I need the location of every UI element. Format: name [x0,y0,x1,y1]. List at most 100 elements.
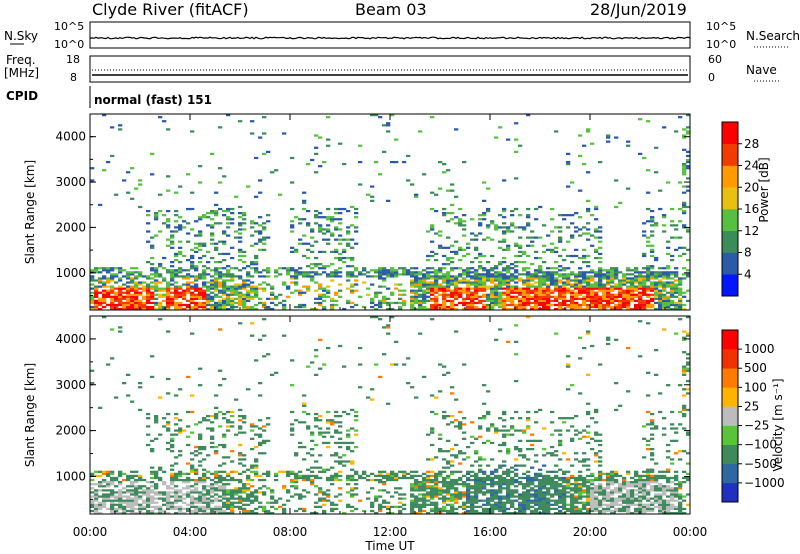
velocity-cell [214,511,219,515]
velocity-cell [130,499,135,502]
velocity-cell [382,476,387,480]
power-cell [454,285,459,288]
velocity-cell [358,386,363,389]
velocity-cell [386,476,391,480]
power-cell [634,275,639,278]
power-colorbar-segment [722,143,738,166]
velocity-cell [446,450,451,453]
velocity-cell [442,470,447,473]
velocity-cell [526,489,531,492]
velocity-cell [350,474,355,478]
power-cell [434,193,439,196]
velocity-cell [178,450,183,453]
power-cell [186,305,191,309]
velocity-cell [138,408,143,412]
power-cell [590,277,595,280]
power-cell [478,289,483,292]
power-cell [190,207,195,211]
power-cell [518,236,523,239]
power-cell [682,277,687,280]
power-cell [526,271,531,274]
power-cell [526,216,531,219]
cpid-value: normal (fast) 151 [94,93,212,107]
velocity-cell [134,493,139,496]
velocity-cell [242,431,247,434]
velocity-cell [510,489,515,492]
power-cell [250,261,255,264]
power-cell [506,283,511,286]
velocity-cell [254,472,259,476]
power-cell [218,291,223,294]
velocity-cell [382,326,387,329]
power-cell [558,305,563,309]
velocity-cell [98,505,103,509]
velocity-cell [126,499,131,502]
power-cell [594,295,599,298]
power-cell [354,226,359,229]
power-cell [434,258,439,262]
power-cell [658,293,663,296]
power-cell [438,287,443,290]
power-cell [114,275,119,278]
power-cell [486,187,491,190]
power-cell [258,271,263,274]
power-cell [654,224,659,227]
velocity-cell [510,417,515,420]
power-cell [510,222,515,225]
power-cell [610,269,615,272]
velocity-cell [542,478,547,482]
power-cell [214,212,219,215]
power-cell [254,307,259,311]
velocity-cell [118,481,123,484]
power-cell [414,279,419,282]
velocity-cell [438,487,443,490]
velocity-cell [170,503,175,506]
power-cell [134,287,139,290]
power-cell [126,305,131,309]
velocity-cell [510,433,515,436]
power-cell [230,303,235,307]
velocity-cell [214,509,219,513]
power-cell [522,287,527,290]
power-cell [518,289,523,292]
power-cell [298,222,303,225]
velocity-cell [290,478,295,482]
power-cell [550,291,555,294]
velocity-cell [498,328,503,331]
power-cell [586,222,591,225]
power-cell [666,305,671,309]
power-cell [166,287,171,290]
velocity-cell [554,485,559,488]
velocity-cell [218,485,223,488]
velocity-cell [470,464,475,467]
power-cell [522,305,527,309]
velocity-cell [114,495,119,498]
power-cell [654,285,659,288]
power-cell [534,291,539,294]
power-cell [410,303,415,307]
power-cell [234,195,239,198]
velocity-cell [538,505,543,509]
velocity-cell [398,497,403,500]
velocity-cell [538,495,543,498]
velocity-cell [554,507,559,511]
power-cell [338,238,343,241]
power-cell [154,269,159,272]
velocity-cell [410,509,415,513]
velocity-cell [158,468,163,471]
power-cell [618,295,623,298]
power-cell [502,222,507,225]
velocity-cell [414,501,419,504]
power-cell [598,273,603,276]
velocity-cell [450,485,455,488]
power-cell [610,273,615,276]
velocity-cell [474,481,479,484]
velocity-cell [450,503,455,506]
power-cell [502,207,507,211]
power-cell [594,228,599,231]
velocity-cell [546,476,551,480]
velocity-cell [242,483,247,486]
velocity-cell [310,431,315,434]
velocity-cell [194,501,199,504]
power-cell [334,218,339,221]
